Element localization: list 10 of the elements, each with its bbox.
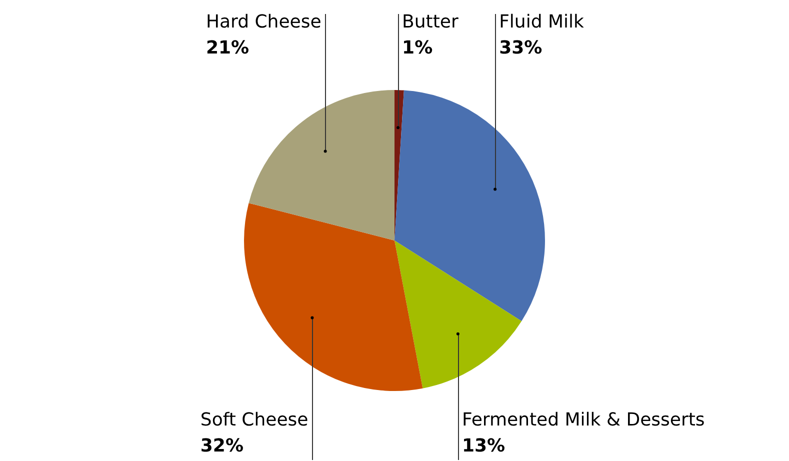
data-label: 13% (462, 436, 506, 457)
slice-label: Fermented Milk & Desserts (462, 410, 705, 431)
data-label: 32% (200, 436, 244, 457)
slice-label: Fluid Milk (499, 12, 585, 33)
slice-label: Hard Cheese (206, 12, 322, 33)
slice-label: Butter (402, 12, 459, 33)
data-label: 33% (499, 38, 542, 59)
data-label: 1% (402, 38, 433, 59)
slice-label: Soft Cheese (200, 410, 308, 431)
data-label: 21% (206, 38, 250, 59)
